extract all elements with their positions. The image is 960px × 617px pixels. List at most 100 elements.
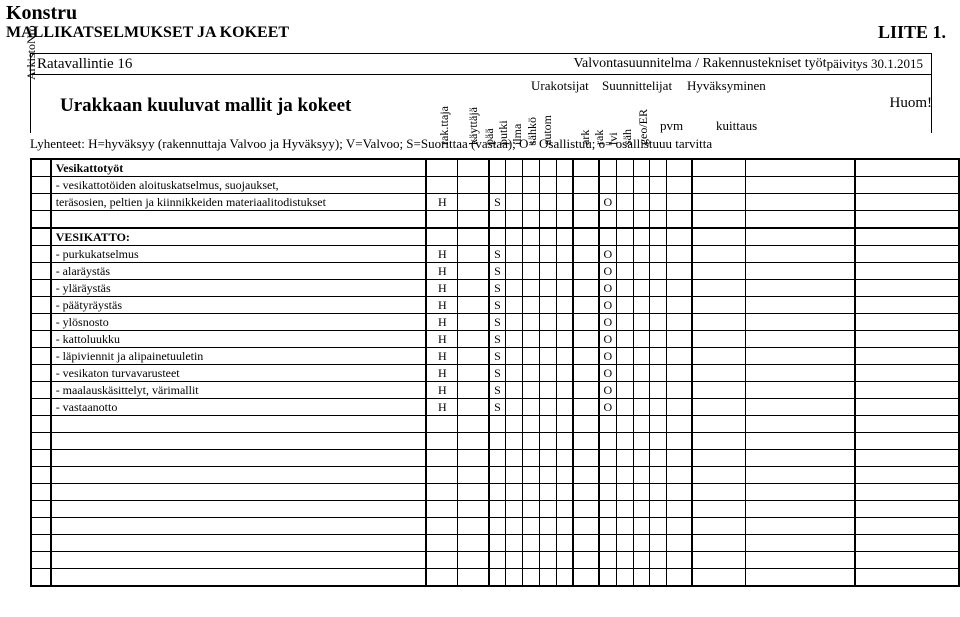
cell bbox=[855, 194, 959, 211]
table-row: VESIKATTO: bbox=[31, 228, 959, 246]
row-desc: teräsosien, peltien ja kiinnikkeiden mat… bbox=[51, 194, 427, 211]
cell bbox=[458, 399, 489, 416]
cell bbox=[539, 297, 556, 314]
cell bbox=[556, 433, 573, 450]
cell bbox=[692, 228, 746, 246]
cell: O bbox=[599, 331, 616, 348]
cell bbox=[855, 399, 959, 416]
cell bbox=[667, 314, 692, 331]
row-desc bbox=[51, 211, 427, 229]
cell bbox=[633, 535, 650, 552]
cell bbox=[573, 297, 599, 314]
cell: H bbox=[426, 263, 457, 280]
table-row: - vesikattotöiden aloituskatselmus, suoj… bbox=[31, 177, 959, 194]
cell bbox=[539, 246, 556, 263]
cell bbox=[556, 467, 573, 484]
cell bbox=[650, 314, 667, 331]
cell bbox=[506, 501, 523, 518]
table-row bbox=[31, 552, 959, 569]
cell bbox=[523, 518, 540, 535]
cell bbox=[692, 450, 746, 467]
cell bbox=[692, 365, 746, 382]
cell bbox=[458, 450, 489, 467]
cell bbox=[556, 246, 573, 263]
header-plan: Valvontasuunnitelma / Rakennustekniset t… bbox=[573, 56, 826, 72]
cell bbox=[692, 467, 746, 484]
cell bbox=[426, 501, 457, 518]
cell bbox=[650, 228, 667, 246]
cell bbox=[855, 450, 959, 467]
row-desc: - vastaanotto bbox=[51, 399, 427, 416]
cell bbox=[667, 177, 692, 194]
cell bbox=[746, 484, 855, 501]
cell bbox=[855, 297, 959, 314]
cell bbox=[692, 382, 746, 399]
cell bbox=[573, 211, 599, 229]
cell bbox=[616, 416, 633, 433]
cell bbox=[855, 382, 959, 399]
cell bbox=[539, 450, 556, 467]
table-row: - alaräystäsHSO bbox=[31, 263, 959, 280]
cell: O bbox=[599, 399, 616, 416]
cell bbox=[539, 535, 556, 552]
cell bbox=[489, 211, 506, 229]
cell bbox=[573, 331, 599, 348]
cell bbox=[650, 297, 667, 314]
cell: S bbox=[489, 331, 506, 348]
cell bbox=[633, 331, 650, 348]
huom-label: Huom! bbox=[890, 95, 933, 112]
cell: O bbox=[599, 365, 616, 382]
cell bbox=[616, 535, 633, 552]
cell bbox=[650, 382, 667, 399]
cell bbox=[855, 211, 959, 229]
cell bbox=[458, 280, 489, 297]
cell bbox=[667, 263, 692, 280]
cell bbox=[539, 569, 556, 587]
cell bbox=[667, 382, 692, 399]
cell bbox=[458, 416, 489, 433]
cell bbox=[616, 382, 633, 399]
cell bbox=[556, 194, 573, 211]
cell bbox=[633, 467, 650, 484]
cell bbox=[523, 433, 540, 450]
cell bbox=[616, 331, 633, 348]
row-desc bbox=[51, 416, 427, 433]
cell bbox=[539, 194, 556, 211]
group-suunnittelijat: Suunnittelijat bbox=[602, 78, 672, 94]
row-desc bbox=[51, 552, 427, 569]
cell bbox=[616, 246, 633, 263]
cell bbox=[539, 348, 556, 365]
cell bbox=[633, 194, 650, 211]
cell bbox=[539, 228, 556, 246]
cell bbox=[573, 228, 599, 246]
cell bbox=[539, 501, 556, 518]
cell bbox=[489, 518, 506, 535]
cell bbox=[633, 399, 650, 416]
cell bbox=[573, 433, 599, 450]
cell bbox=[506, 331, 523, 348]
cell bbox=[746, 416, 855, 433]
cell bbox=[556, 399, 573, 416]
cell bbox=[539, 263, 556, 280]
table-row bbox=[31, 518, 959, 535]
cell bbox=[599, 433, 616, 450]
cell bbox=[692, 246, 746, 263]
table-row: - maalauskäsittelyt, värimallitHSO bbox=[31, 382, 959, 399]
cell bbox=[506, 484, 523, 501]
cell bbox=[616, 365, 633, 382]
cell: S bbox=[489, 382, 506, 399]
cell bbox=[855, 569, 959, 587]
cell bbox=[650, 552, 667, 569]
cell bbox=[667, 365, 692, 382]
cell: S bbox=[489, 280, 506, 297]
cell bbox=[855, 314, 959, 331]
cell bbox=[523, 280, 540, 297]
cell bbox=[746, 211, 855, 229]
cell bbox=[573, 552, 599, 569]
cell bbox=[489, 535, 506, 552]
cell bbox=[616, 569, 633, 587]
cell bbox=[746, 552, 855, 569]
cell bbox=[667, 416, 692, 433]
data-grid: Vesikattotyöt- vesikattotöiden aloituska… bbox=[30, 158, 960, 587]
cell bbox=[746, 535, 855, 552]
